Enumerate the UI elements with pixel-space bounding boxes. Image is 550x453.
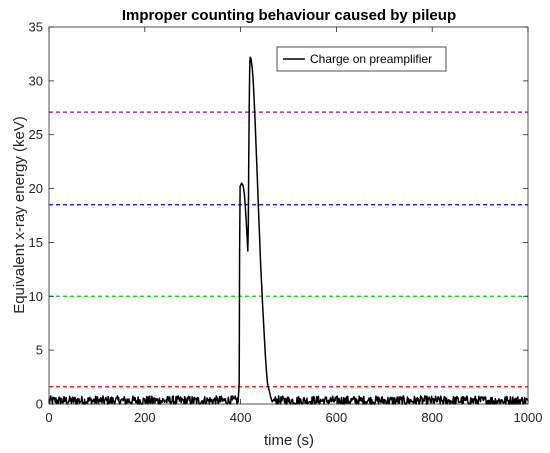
plot-background [49,27,528,404]
x-axis-label: time (s) [264,432,314,449]
threshold-lines [49,111,528,388]
y-tick-label: 5 [36,343,43,358]
y-tick-label: 10 [29,289,43,304]
y-axis-label: Equivalent x-ray energy (keV) [11,116,28,314]
legend-box [276,46,447,72]
legend-label: Charge on preamplifier [310,52,432,66]
axes-box [48,26,529,405]
y-tick-label: 20 [29,181,43,196]
x-tick-label: 1000 [514,410,543,425]
y-tick-label: 35 [29,20,43,35]
legend: Charge on preamplifier [276,46,447,72]
y-tick-label: 0 [36,397,43,412]
y-tick-label: 25 [29,127,43,142]
x-tick-label: 400 [230,410,252,425]
y-tick-label: 30 [29,73,43,88]
plot-area [49,27,528,404]
x-ticks: 0 200 400 600 800 1000 [45,27,542,425]
plot-frame [48,26,529,405]
x-tick-label: 800 [421,410,443,425]
x-tick-label: 200 [134,410,156,425]
y-tick-label: 15 [29,235,43,250]
x-tick-label: 600 [326,410,348,425]
x-tick-label: 0 [45,410,52,425]
y-ticks: 0 5 10 15 20 25 30 35 [29,20,528,412]
chart-title: Improper counting behaviour caused by pi… [122,7,456,24]
